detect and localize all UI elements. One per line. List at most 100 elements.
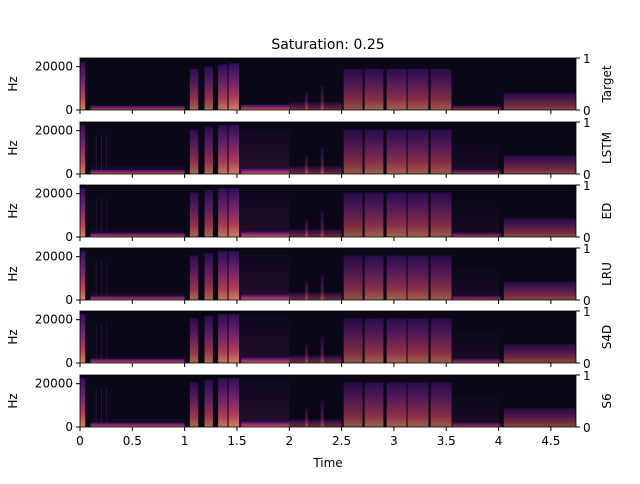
axes-frame bbox=[79, 184, 577, 238]
y-axis-label: Hz bbox=[6, 393, 20, 408]
spectrogram-event bbox=[503, 344, 576, 363]
spectrogram-event bbox=[386, 255, 407, 300]
spectrogram-event bbox=[320, 274, 324, 300]
spectrogram-event bbox=[289, 292, 342, 300]
panel-label: Target bbox=[600, 65, 614, 103]
spectrogram-event bbox=[241, 357, 290, 363]
spectrogram-event bbox=[218, 314, 228, 363]
spectrogram-event bbox=[452, 422, 501, 427]
spectrogram-event bbox=[343, 129, 363, 174]
x-tick-label: 2 bbox=[285, 434, 293, 448]
spectrogram-streak bbox=[106, 135, 108, 174]
spectrogram-event bbox=[503, 408, 576, 427]
spectrogram-noise bbox=[451, 332, 499, 363]
spectrogram-event bbox=[189, 129, 199, 174]
right-tick-label: 1 bbox=[583, 305, 591, 319]
x-tick-label: 2.5 bbox=[332, 434, 351, 448]
axes-frame bbox=[79, 57, 577, 111]
right-tick-label: 0 bbox=[583, 421, 591, 435]
right-tick-label: 0 bbox=[583, 168, 591, 182]
x-tick-label: 0.5 bbox=[123, 434, 142, 448]
panel-s6: 0 20000 Hz 0 1 S6 0 0.5 1 1.5 2 2.5 3 3.5 4 4.5 bbox=[6, 369, 614, 448]
spectrogram-event bbox=[80, 314, 86, 363]
spectrogram-noise bbox=[236, 381, 290, 427]
spectrogram-event bbox=[204, 253, 213, 300]
spectrogram-event bbox=[343, 192, 363, 237]
spectrogram-event bbox=[304, 281, 309, 300]
spectrogram-event bbox=[503, 92, 576, 110]
spectrogram-event bbox=[407, 318, 429, 363]
spectrogram-event bbox=[241, 104, 290, 110]
spectrogram-noise bbox=[90, 165, 185, 174]
y-axis-label: Hz bbox=[6, 266, 20, 281]
spectrogram-event bbox=[304, 155, 309, 174]
y-axis-label: Hz bbox=[6, 329, 20, 344]
spectrogram-event bbox=[80, 188, 86, 237]
spectrogram-event bbox=[430, 192, 452, 237]
y-tick-label: 0 bbox=[65, 230, 73, 244]
spectrogram-event bbox=[189, 382, 199, 427]
spectrogram-streak bbox=[106, 198, 108, 237]
y-axis-label: Hz bbox=[6, 140, 20, 155]
y-tick-label: 0 bbox=[65, 356, 73, 370]
x-axis-label: Time bbox=[312, 456, 342, 470]
spectrogram-event bbox=[407, 68, 429, 110]
spectrogram-event bbox=[218, 125, 228, 174]
x-tick-label: 1 bbox=[181, 434, 189, 448]
spectrogram-event bbox=[503, 218, 576, 237]
spectrogram-streak bbox=[100, 388, 102, 427]
x-tick-label: 3 bbox=[390, 434, 398, 448]
spectrogram-noise bbox=[90, 228, 185, 237]
spectrogram-event bbox=[503, 155, 576, 174]
spectrogram-event bbox=[304, 92, 309, 110]
spectrogram-event bbox=[304, 344, 309, 363]
spectrogram-noise bbox=[236, 317, 290, 363]
panel-label: S4D bbox=[600, 325, 614, 350]
spectrogram-event bbox=[320, 86, 324, 110]
spectrogram-event bbox=[241, 294, 290, 300]
panel-label: ED bbox=[600, 203, 614, 220]
y-axis-label: Hz bbox=[6, 76, 20, 91]
right-tick-label: 1 bbox=[583, 52, 591, 66]
spectrogram-event bbox=[218, 64, 228, 110]
axes-frame bbox=[79, 374, 577, 428]
spectrogram-event bbox=[343, 382, 363, 427]
spectrogram-event bbox=[407, 255, 429, 300]
spectrogram-event bbox=[503, 281, 576, 300]
y-tick-label: 20000 bbox=[35, 377, 73, 391]
spectrogram-event bbox=[320, 211, 324, 237]
chart-title: Saturation: 0.25 bbox=[271, 37, 384, 53]
spectrogram-streak bbox=[95, 261, 97, 300]
spectrogram-event bbox=[386, 68, 407, 110]
spectrogram-streak bbox=[106, 261, 108, 300]
panel-label: LRU bbox=[600, 262, 614, 286]
spectrogram-streak bbox=[100, 198, 102, 237]
spectrogram-noise bbox=[451, 206, 499, 237]
spectrogram-streak bbox=[100, 324, 102, 363]
spectrogram-event bbox=[430, 318, 452, 363]
axes-frame bbox=[79, 121, 577, 175]
spectrogram-noise bbox=[451, 143, 499, 174]
spectrogram-event bbox=[289, 355, 342, 363]
spectrogram-noise bbox=[236, 254, 290, 300]
axes-frame bbox=[79, 247, 577, 301]
spectrogram-event bbox=[452, 295, 501, 300]
spectrogram-event bbox=[90, 295, 185, 300]
spectrogram-event bbox=[80, 62, 86, 110]
panel-label: S6 bbox=[600, 393, 614, 408]
spectrogram-event bbox=[204, 380, 213, 427]
spectrogram-event bbox=[364, 129, 384, 174]
spectrogram-event bbox=[204, 127, 213, 174]
spectrogram-event bbox=[343, 68, 363, 110]
x-tick-label: 3.5 bbox=[437, 434, 456, 448]
spectrogram-event bbox=[204, 190, 213, 237]
right-tick-label: 0 bbox=[583, 104, 591, 118]
right-tick-label: 1 bbox=[583, 116, 591, 130]
right-tick-label: 1 bbox=[583, 242, 591, 256]
spectrogram-streak bbox=[95, 324, 97, 363]
spectrogram-event bbox=[80, 251, 86, 300]
panel-label: LSTM bbox=[600, 132, 614, 164]
spectrogram-event bbox=[430, 68, 452, 110]
y-tick-label: 20000 bbox=[35, 250, 73, 264]
spectrogram-streak bbox=[100, 261, 102, 300]
